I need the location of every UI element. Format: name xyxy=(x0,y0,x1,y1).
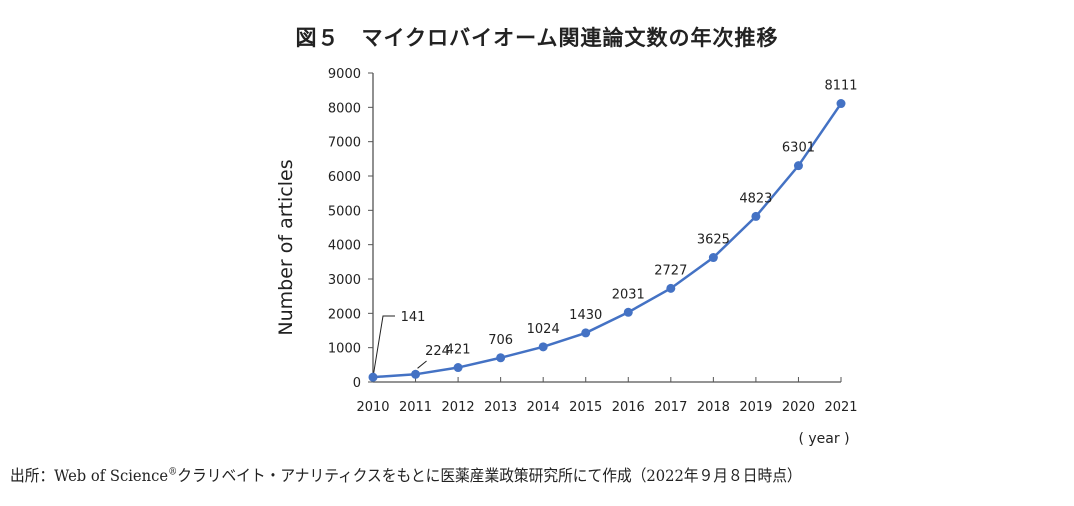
y-tick-label: 7000 xyxy=(328,136,361,151)
y-axis-label: Number of articles xyxy=(275,159,297,335)
y-tick-label: 5000 xyxy=(328,204,361,219)
data-label: 4823 xyxy=(739,191,772,206)
x-axis-label: ( year ) xyxy=(798,431,849,447)
y-tick-label: 8000 xyxy=(328,101,361,116)
data-label: 421 xyxy=(446,343,471,358)
data-point xyxy=(411,369,421,379)
y-tick-label: 4000 xyxy=(328,239,361,254)
y-tick-label: 6000 xyxy=(328,170,361,185)
y-tick-label: 0 xyxy=(353,376,361,391)
data-point xyxy=(793,161,803,171)
data-point xyxy=(368,372,378,382)
data-point xyxy=(623,307,633,317)
x-tick-label: 2011 xyxy=(399,400,432,415)
x-tick-label: 2012 xyxy=(442,400,475,415)
leader-line xyxy=(417,360,427,369)
registered-mark: ® xyxy=(168,466,178,478)
data-label: 1430 xyxy=(569,308,602,323)
x-tick-label: 2015 xyxy=(569,400,602,415)
y-tick-label: 2000 xyxy=(328,307,361,322)
x-tick-label: 2010 xyxy=(356,400,389,415)
data-label: 1024 xyxy=(527,322,560,337)
data-label: 3625 xyxy=(697,233,730,248)
data-point xyxy=(751,211,761,221)
y-tick-label: 3000 xyxy=(328,273,361,288)
data-label: 8111 xyxy=(824,79,857,94)
chart-title: 図５ マイクロバイオーム関連論文数の年次推移 xyxy=(295,26,779,50)
y-tick-label: 9000 xyxy=(328,67,361,82)
y-tick-label: 1000 xyxy=(328,342,361,357)
data-point xyxy=(581,328,591,338)
data-point xyxy=(453,363,463,373)
x-tick-label: 2013 xyxy=(484,400,517,415)
data-label: 706 xyxy=(488,333,513,348)
data-label: 224 xyxy=(425,344,450,359)
x-tick-label: 2020 xyxy=(782,400,815,415)
data-label: 6301 xyxy=(782,141,815,156)
x-tick-label: 2019 xyxy=(739,400,772,415)
x-tick-label: 2021 xyxy=(824,400,857,415)
data-point xyxy=(708,253,718,263)
x-tick-label: 2016 xyxy=(612,400,645,415)
source-prefix: 出所：Web of Science xyxy=(10,466,169,485)
data-point xyxy=(666,283,676,293)
data-point xyxy=(496,353,506,363)
data-point xyxy=(836,99,846,109)
source-suffix: クラリベイト・アナリティクスをもとに医薬産業政策研究所にて作成（2022年９月８… xyxy=(177,466,802,485)
data-label: 2727 xyxy=(654,263,687,278)
x-tick-label: 2018 xyxy=(697,400,730,415)
source-note: 出所：Web of Science®クラリベイト・アナリティクスをもとに医薬産業… xyxy=(10,462,802,486)
series-line xyxy=(372,102,843,379)
leader-line xyxy=(372,315,395,378)
data-label: 2031 xyxy=(612,287,645,302)
data-point xyxy=(538,342,548,352)
x-tick-label: 2014 xyxy=(527,400,560,415)
x-tick-label: 2017 xyxy=(654,400,687,415)
data-label: 141 xyxy=(401,310,426,325)
